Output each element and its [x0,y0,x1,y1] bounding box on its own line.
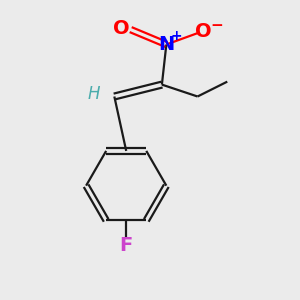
Text: H: H [87,85,100,103]
Text: N: N [158,35,175,54]
Text: −: − [211,18,223,33]
Text: F: F [120,236,133,255]
Text: O: O [195,22,212,41]
Text: +: + [170,29,182,43]
Text: O: O [113,19,130,38]
